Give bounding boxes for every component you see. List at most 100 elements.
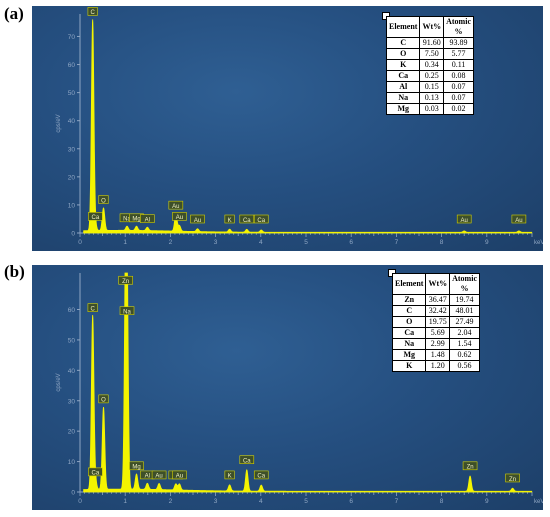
y-tick-label: 70 [68, 34, 76, 41]
table-cell: 0.56 [449, 360, 480, 372]
x-axis-label: keV [534, 240, 543, 246]
x-tick-label: 2 [169, 498, 173, 505]
x-tick-label: 1 [123, 239, 127, 246]
composition-table-b-wrapper: Element Wt% Atomic % Zn 36.47 19.74 C 32.42 48.0… [388, 269, 480, 372]
y-tick-label: 50 [68, 337, 76, 344]
peak-label: Au [151, 470, 167, 480]
table-cell: 36.47 [425, 294, 451, 306]
table-cell: 91.60 [419, 37, 445, 49]
table-row: K 1.20 0.56 [391, 360, 480, 372]
peak-label-text: Mg [132, 217, 140, 223]
peak-label: Au [456, 214, 472, 224]
peak-label-text: Au [172, 204, 179, 210]
table-row: C 32.42 48.01 [391, 305, 480, 317]
peak-label: K [224, 470, 235, 480]
x-tick-label: 8 [440, 498, 444, 505]
peak-label: Zn [462, 461, 478, 471]
peak-label-box [140, 214, 155, 223]
peak-label-text: Au [176, 215, 183, 221]
peak-label-box [87, 7, 98, 16]
peak-label-box [190, 214, 205, 224]
table-cell: 0.62 [449, 349, 480, 361]
table-cell: 19.75 [425, 316, 451, 328]
table-row: Al 0.15 0.07 [385, 81, 474, 93]
table-cell: 2.99 [425, 338, 451, 350]
peak-label: Ca [253, 214, 269, 224]
table-cell: 32.42 [425, 305, 451, 317]
peak-label-box [87, 303, 98, 312]
x-tick-label: 0 [78, 498, 82, 505]
y-tick-label: 0 [71, 231, 75, 238]
peak-label: K [224, 214, 235, 224]
panel-label-b: (b) [4, 262, 25, 281]
composition-table-b: Element Wt% Atomic % Zn 36.47 19.74 C 32.42 48.0… [391, 273, 480, 372]
peak-label-text: Ca [243, 218, 251, 224]
peak-label-text: Ca [92, 215, 100, 221]
peak-label-text: Zn [122, 279, 129, 285]
peak-label-box [239, 455, 255, 465]
peak-label-text: Ca [257, 474, 265, 480]
peak-label-box [118, 275, 133, 285]
y-tick-label: 60 [68, 62, 76, 69]
peak-label: C [87, 7, 98, 16]
peak-label-text: O [101, 198, 106, 204]
peak-label-text: Ca [243, 459, 251, 465]
panel-label-a: (a) [4, 4, 24, 23]
peak-label-text: Zn [467, 465, 474, 471]
table-cell: Ca [391, 327, 427, 339]
y-tick-label: 20 [68, 174, 76, 181]
peak-label: Zn [118, 275, 133, 285]
peak-label-text: Al [145, 217, 150, 223]
composition-table-a: Element Wt% Atomic % C 91.60 93.89 O 7.50 5.77 K 0… [385, 16, 474, 115]
x-tick-label: 7 [395, 239, 399, 246]
table-row: Zn 36.47 19.74 [391, 294, 480, 306]
peak-label: Au [172, 470, 187, 480]
peak-label-text: Au [155, 474, 162, 480]
y-tick-label: 10 [68, 202, 76, 209]
table-cell: 0.08 [443, 70, 474, 82]
peak-label-text: O [101, 398, 106, 404]
peak-label-text: Ca [92, 471, 100, 477]
peak-label: Ca [239, 455, 255, 465]
peak-label-text: Al [145, 474, 150, 480]
y-tick-label: 40 [68, 118, 76, 125]
peak-label-text: Zn [509, 477, 516, 483]
composition-table-a-wrapper: Element Wt% Atomic % C 91.60 93.89 O 7.50 5.77 K 0… [382, 12, 474, 115]
y-tick-label: 40 [68, 368, 76, 375]
x-tick-label: 3 [214, 239, 218, 246]
peak-label: Ca [253, 470, 269, 480]
peak-label: Ca [88, 467, 103, 477]
peak-label-box [253, 470, 269, 480]
peak-label-text: Na [123, 217, 131, 223]
peak-label-box [98, 195, 109, 204]
peak-label-text: Au [515, 218, 522, 224]
peak-label-box [224, 470, 235, 480]
peak-label: Au [511, 214, 527, 224]
table-row: Ca 0.25 0.08 [385, 70, 474, 82]
table-header-row: Element Wt% Atomic % [385, 16, 474, 38]
peak-label-box [98, 394, 109, 404]
table-cell: Zn [391, 294, 427, 306]
x-tick-label: 5 [304, 239, 308, 246]
x-tick-label: 5 [304, 498, 308, 505]
table-header-cell: Wt% [425, 273, 451, 295]
spectrum-panel-a: 0 10 20 30 40 50 60 70 cps/eV 0 1 2 3 4 5 6 7 8 9 keV C O Ca Na… [32, 6, 543, 251]
peak-label-text: Au [461, 218, 468, 224]
table-cell: O [385, 48, 421, 60]
peak-label: Ca [239, 214, 255, 224]
table-cell: 48.01 [449, 305, 480, 317]
peak-label-text: Au [194, 218, 201, 224]
table-row: Mg 1.48 0.62 [391, 349, 480, 361]
peak-label-box [253, 214, 269, 224]
table-header-cell: Wt% [419, 16, 445, 38]
y-tick-label: 30 [68, 146, 76, 153]
peak-label: Au [168, 200, 184, 210]
x-axis-label: keV [534, 499, 543, 505]
table-cell: 0.34 [419, 59, 445, 71]
spectrum-series [83, 272, 533, 493]
peak-label: C [87, 303, 98, 312]
peak-label: Al [140, 214, 155, 223]
y-tick-label: 50 [68, 90, 76, 97]
peak-label-box [462, 461, 478, 471]
